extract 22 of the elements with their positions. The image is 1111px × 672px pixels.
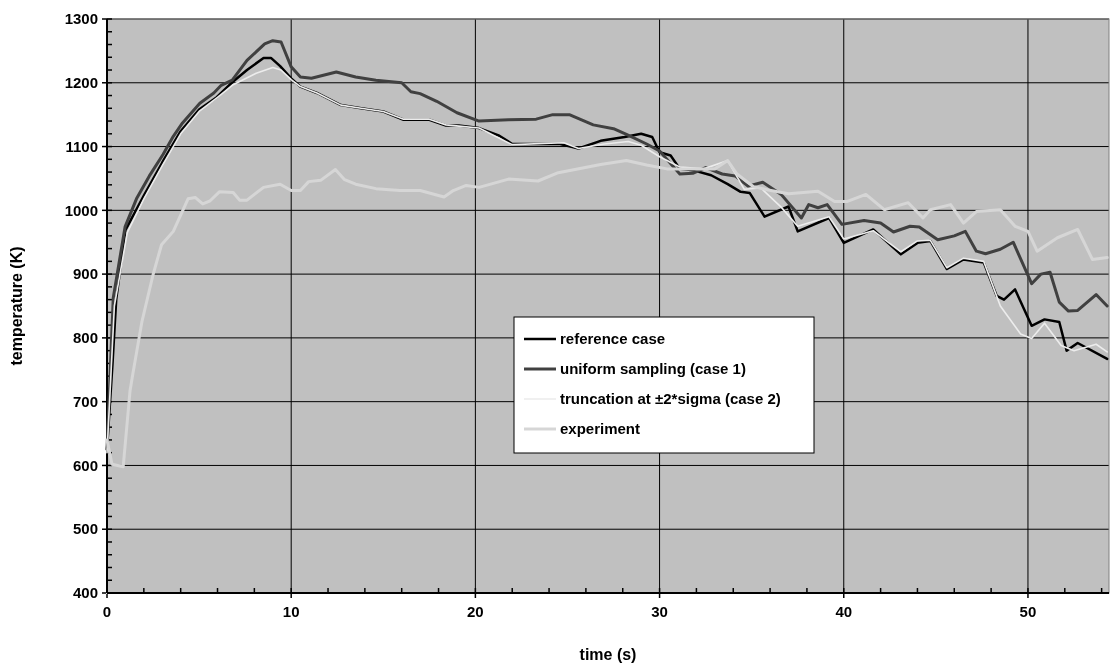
- y-tick-label: 700: [72, 392, 98, 410]
- y-tick-label: 600: [72, 456, 98, 474]
- legend-label: reference case: [560, 330, 666, 348]
- legend-label: uniform sampling (case 1): [560, 360, 746, 378]
- x-tick-label: 30: [651, 603, 668, 620]
- y-tick-label: 500: [72, 520, 98, 538]
- legend-label: truncation at ±2*sigma (case 2): [560, 390, 781, 408]
- y-tick-label: 800: [72, 329, 98, 347]
- y-tick-label: 1200: [64, 74, 98, 92]
- legend-label: experiment: [560, 420, 641, 438]
- x-tick-label: 10: [282, 603, 300, 620]
- y-tick-label: 1300: [64, 10, 98, 28]
- y-tick-label: 1000: [64, 201, 98, 219]
- x-tick-label: 50: [1019, 603, 1037, 620]
- x-tick-label: 20: [467, 603, 484, 620]
- y-axis-title: temperature (K): [8, 246, 25, 366]
- y-tick-label: 900: [72, 265, 98, 283]
- x-axis-title: time (s): [579, 646, 637, 663]
- y-tick-label: 1100: [65, 137, 98, 155]
- x-tick-label: 40: [835, 603, 853, 620]
- y-tick-label: 400: [72, 584, 98, 602]
- x-tick-label: 0: [102, 603, 112, 620]
